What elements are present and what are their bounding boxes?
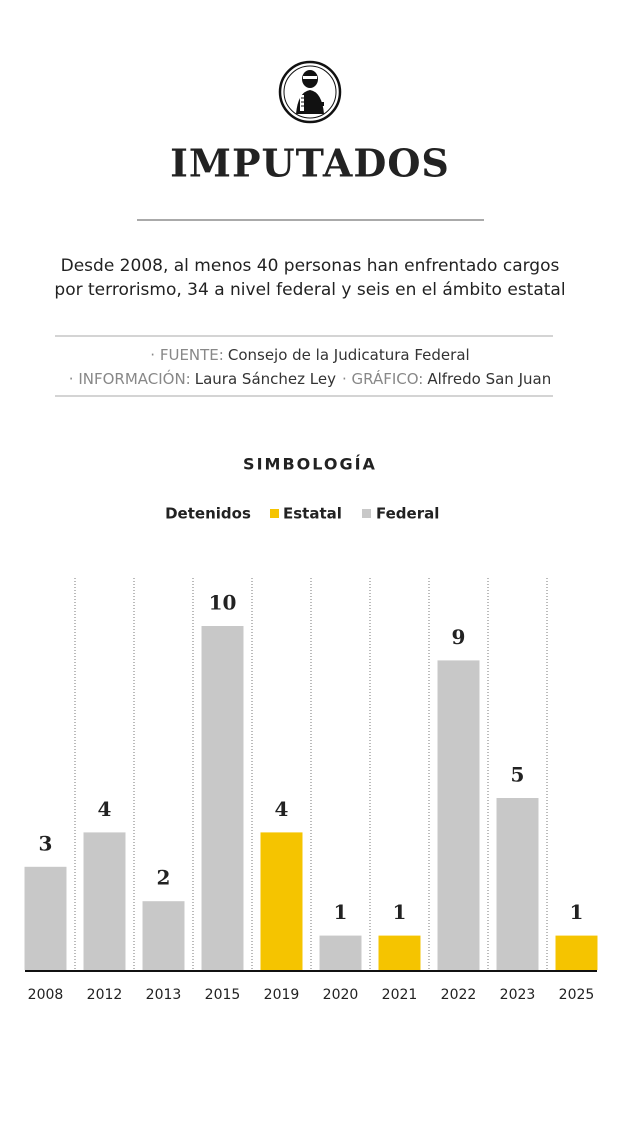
subtitle: por terrorismo, 34 a nivel federal y sei… (54, 280, 565, 300)
x-tick-label: 2008 (28, 987, 64, 1003)
bar (378, 935, 421, 970)
legend-label: Estatal (283, 505, 342, 523)
x-tick-label: 2015 (205, 987, 241, 1003)
data-label: 1 (393, 900, 407, 924)
x-tick-label: 2022 (441, 987, 477, 1003)
data-label: 9 (452, 625, 466, 649)
bar (496, 798, 539, 970)
credit-text: Laura Sánchez Ley (195, 370, 336, 388)
x-tick-label: 2013 (146, 987, 182, 1003)
bar (437, 660, 480, 970)
x-tick-label: 2021 (382, 987, 418, 1003)
bar (319, 935, 362, 970)
data-label: 4 (275, 797, 289, 821)
x-tick-label: 2019 (264, 987, 300, 1003)
legend-swatch (362, 509, 371, 518)
credit-line: · FUENTE: Consejo de la Judicatura Federa… (150, 346, 469, 364)
data-label: 3 (39, 831, 53, 855)
x-tick-label: 2025 (559, 987, 595, 1003)
bar (201, 626, 244, 970)
bar (142, 901, 185, 970)
legend-swatch (270, 509, 279, 518)
credit-line: · INFORMACIÓN: Laura Sánchez Ley · GRÁFICO… (69, 369, 551, 388)
bar (83, 832, 126, 970)
x-tick-label: 2020 (323, 987, 359, 1003)
chart-title: IMPUTADOS (170, 141, 450, 186)
data-label: 1 (570, 900, 584, 924)
credit-text: Consejo de la Judicatura Federal (228, 346, 470, 364)
credit-label: · FUENTE: (150, 346, 224, 364)
data-label: 4 (98, 797, 112, 821)
x-tick-label: 2012 (87, 987, 123, 1003)
bar (24, 866, 67, 970)
data-label: 10 (209, 591, 237, 615)
x-tick-label: 2023 (500, 987, 536, 1003)
subtitle: Desde 2008, al menos 40 personas han enf… (61, 256, 560, 276)
credit-label: · GRÁFICO: (342, 369, 423, 388)
bar (555, 935, 598, 970)
legend-label: Federal (376, 505, 439, 523)
data-label: 5 (511, 763, 525, 787)
logo-icon (278, 60, 342, 124)
credit-text: Alfredo San Juan (427, 370, 551, 388)
legend-heading: SIMBOLOGÍA (243, 455, 377, 474)
legend-title: Detenidos (165, 505, 251, 523)
credit-label: · INFORMACIÓN: (69, 369, 191, 388)
data-label: 1 (334, 900, 348, 924)
bar (260, 832, 303, 970)
data-label: 2 (157, 866, 171, 890)
